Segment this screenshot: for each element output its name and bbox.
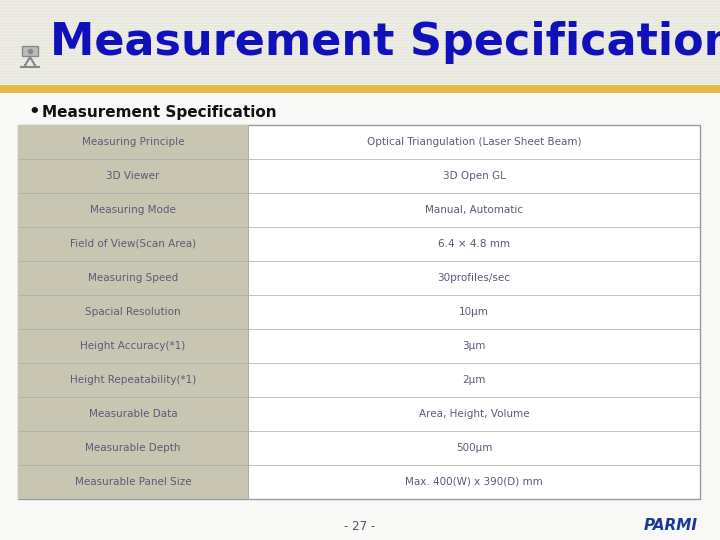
Text: Manual, Automatic: Manual, Automatic <box>425 205 523 215</box>
Bar <box>18 125 700 499</box>
Text: Area, Height, Volume: Area, Height, Volume <box>419 409 529 419</box>
Text: Measurable Depth: Measurable Depth <box>85 443 181 453</box>
Text: 3D Open GL: 3D Open GL <box>443 171 505 181</box>
Text: Measurement Specification: Measurement Specification <box>42 105 276 119</box>
Text: Optical Triangulation (Laser Sheet Beam): Optical Triangulation (Laser Sheet Beam) <box>366 137 581 147</box>
Bar <box>0 0 720 85</box>
Text: Height Accuracy(*1): Height Accuracy(*1) <box>81 341 186 351</box>
Bar <box>18 125 248 499</box>
Text: Height Repeatability(*1): Height Repeatability(*1) <box>70 375 196 385</box>
Bar <box>22 46 38 56</box>
Text: 2μm: 2μm <box>462 375 486 385</box>
Text: Measuring Principle: Measuring Principle <box>82 137 184 147</box>
Text: 3μm: 3μm <box>462 341 486 351</box>
Text: Measuring Speed: Measuring Speed <box>88 273 178 283</box>
Text: 30profiles/sec: 30profiles/sec <box>438 273 510 283</box>
Text: Measurable Data: Measurable Data <box>89 409 177 419</box>
Text: - 27 -: - 27 - <box>344 519 376 532</box>
Text: Measurement Specification: Measurement Specification <box>50 22 720 64</box>
Text: 6.4 × 4.8 mm: 6.4 × 4.8 mm <box>438 239 510 249</box>
Text: Field of View(Scan Area): Field of View(Scan Area) <box>70 239 196 249</box>
Text: Measurable Panel Size: Measurable Panel Size <box>75 477 192 487</box>
Text: PARMI: PARMI <box>644 518 698 534</box>
Bar <box>0 85 720 93</box>
Text: Measuring Mode: Measuring Mode <box>90 205 176 215</box>
Text: Max. 400(W) x 390(D) mm: Max. 400(W) x 390(D) mm <box>405 477 543 487</box>
Text: 500μm: 500μm <box>456 443 492 453</box>
Text: 10μm: 10μm <box>459 307 489 317</box>
Text: Spacial Resolution: Spacial Resolution <box>85 307 181 317</box>
Text: 3D Viewer: 3D Viewer <box>107 171 160 181</box>
Text: •: • <box>28 103 40 121</box>
